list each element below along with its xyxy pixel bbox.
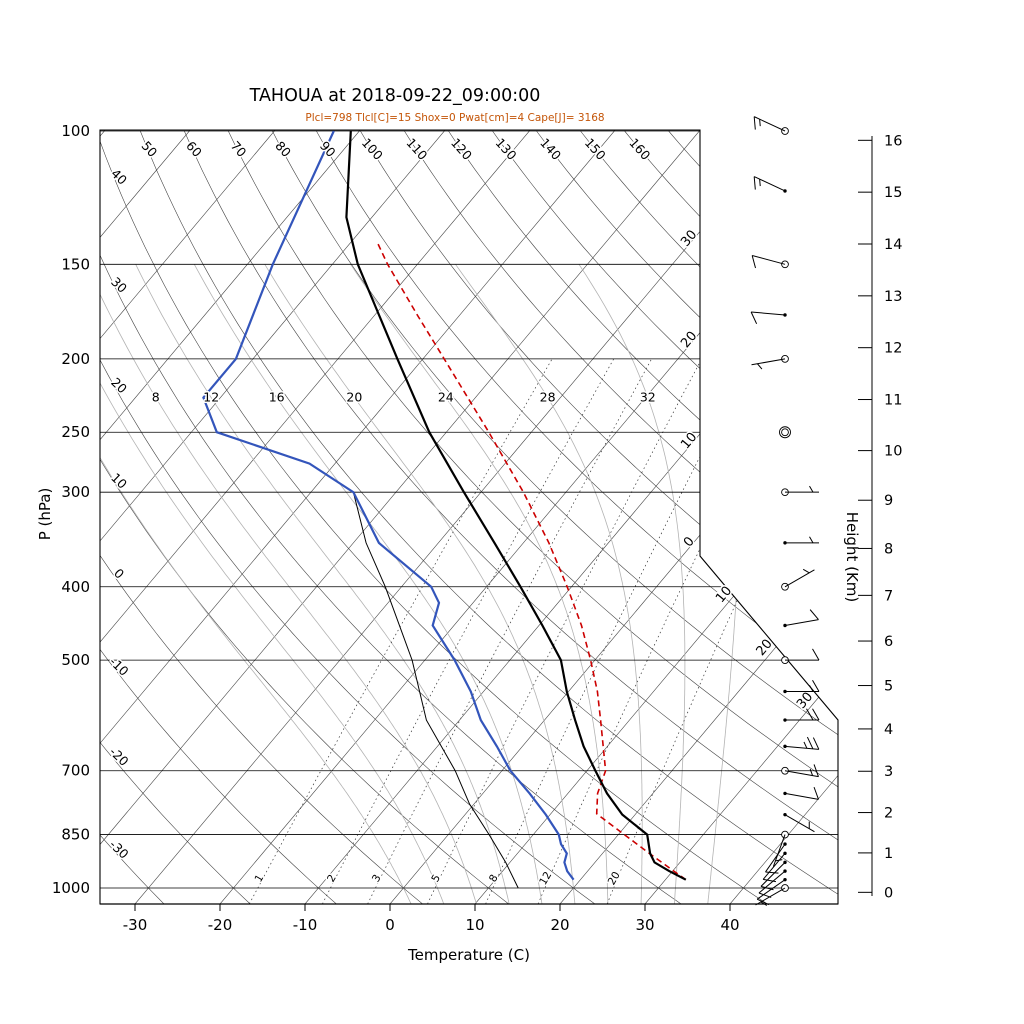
svg-text:160: 160 [626,135,653,163]
svg-text:-30: -30 [123,916,148,934]
svg-text:15: 15 [884,185,902,201]
svg-text:10: 10 [678,430,700,452]
svg-text:16: 16 [269,390,285,405]
svg-text:5: 5 [884,679,893,695]
svg-text:50: 50 [139,138,161,160]
isotherm-grid [100,130,838,904]
svg-text:28: 28 [540,390,556,405]
svg-text:140: 140 [537,135,564,163]
svg-text:11: 11 [884,393,902,409]
svg-text:12: 12 [203,390,219,405]
svg-text:2: 2 [884,806,893,822]
svg-text:8: 8 [884,541,893,557]
svg-text:-10: -10 [293,916,318,934]
wind-barb-column [750,116,820,906]
wet-bulb-curve [352,492,519,889]
svg-text:0: 0 [111,565,127,581]
plot-border [99,129,839,905]
moist-adiabat-grid [100,264,740,904]
chart-subtitle: Plcl=798 Tlcl[C]=15 Shox=0 Pwat[cm]=4 Ca… [305,112,605,124]
svg-text:80: 80 [272,138,294,160]
svg-text:10: 10 [108,470,130,492]
svg-text:12: 12 [884,341,902,357]
dry-adiabat-grid [100,130,838,904]
svg-text:32: 32 [640,390,656,405]
svg-text:300: 300 [61,483,90,501]
svg-text:4: 4 [884,722,893,738]
svg-text:12: 12 [537,870,554,888]
svg-text:20: 20 [108,375,130,397]
svg-text:0: 0 [385,916,395,934]
svg-text:7: 7 [884,588,893,604]
height-axis-label: Height (Km) [843,511,861,603]
svg-text:120: 120 [448,135,475,163]
svg-text:20: 20 [606,870,623,888]
svg-text:10: 10 [465,916,484,934]
svg-text:-20: -20 [208,916,233,934]
svg-text:-30: -30 [107,837,132,862]
temperature-axis-label: Temperature (C) [408,946,530,964]
svg-text:30: 30 [108,274,130,296]
parcel-curve [376,241,687,881]
svg-text:16: 16 [884,133,902,149]
pressure-grid [100,130,838,889]
svg-text:100: 100 [359,135,386,163]
svg-text:3: 3 [370,873,384,885]
svg-text:1: 1 [884,846,893,862]
svg-text:14: 14 [884,237,902,253]
svg-text:60: 60 [183,138,205,160]
svg-text:5: 5 [429,873,443,885]
svg-text:40: 40 [720,916,739,934]
svg-text:70: 70 [228,138,250,160]
temperature-curve [345,130,687,881]
svg-text:30: 30 [635,916,654,934]
svg-text:24: 24 [438,390,454,405]
svg-text:100: 100 [61,122,90,140]
chart-title: TAHOUA at 2018-09-22_09:00:00 [249,86,541,106]
svg-text:8: 8 [152,390,160,405]
svg-text:200: 200 [61,350,90,368]
svg-text:-20: -20 [107,744,132,769]
svg-text:500: 500 [61,651,90,669]
svg-text:90: 90 [317,138,339,160]
svg-text:130: 130 [493,135,520,163]
svg-text:1: 1 [253,873,267,885]
svg-text:150: 150 [582,135,609,163]
svg-text:20: 20 [346,390,362,405]
svg-text:30: 30 [678,227,700,249]
svg-text:400: 400 [61,578,90,596]
svg-text:0: 0 [681,534,698,550]
svg-text:6: 6 [884,634,893,650]
svg-text:700: 700 [61,762,90,780]
svg-text:30: 30 [794,690,816,712]
svg-text:110: 110 [403,135,430,163]
svg-text:10: 10 [884,444,902,460]
svg-text:850: 850 [61,826,90,844]
svg-text:40: 40 [108,166,130,188]
svg-text:3: 3 [884,764,893,780]
svg-text:20: 20 [754,637,776,659]
svg-text:20: 20 [550,916,569,934]
svg-text:20: 20 [678,329,700,351]
svg-text:250: 250 [61,423,90,441]
svg-text:1000: 1000 [52,879,90,897]
svg-text:150: 150 [61,255,90,273]
svg-text:0: 0 [884,885,893,901]
svg-text:-10: -10 [107,654,132,679]
sounding-profiles [202,130,687,889]
dewpoint-curve [202,130,575,881]
svg-text:9: 9 [884,493,893,509]
svg-text:13: 13 [884,289,902,305]
pressure-axis-label: P (hPa) [36,487,54,541]
svg-text:2: 2 [325,873,339,885]
